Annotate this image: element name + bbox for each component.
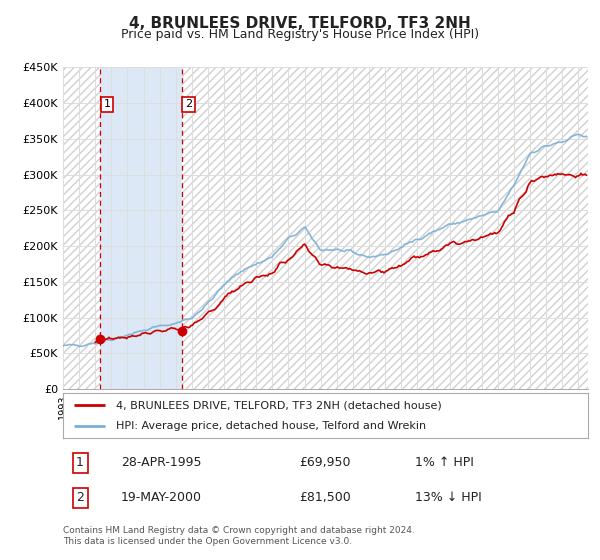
Bar [182,67,588,389]
Text: 4, BRUNLEES DRIVE, TELFORD, TF3 2NH (detached house): 4, BRUNLEES DRIVE, TELFORD, TF3 2NH (det… [115,400,441,410]
Text: This data is licensed under the Open Government Licence v3.0.: This data is licensed under the Open Gov… [63,538,352,547]
Text: £81,500: £81,500 [299,491,351,504]
Text: HPI: Average price, detached house, Telford and Wrekin: HPI: Average price, detached house, Telf… [115,421,425,431]
Text: Price paid vs. HM Land Registry's House Price Index (HPI): Price paid vs. HM Land Registry's House … [121,28,479,41]
Text: 28-APR-1995: 28-APR-1995 [121,456,201,469]
Text: 1: 1 [104,100,110,109]
Text: 1% ↑ HPI: 1% ↑ HPI [415,456,473,469]
Text: £69,950: £69,950 [299,456,351,469]
Text: 19-MAY-2000: 19-MAY-2000 [121,491,202,504]
Text: 13% ↓ HPI: 13% ↓ HPI [415,491,482,504]
Text: 4, BRUNLEES DRIVE, TELFORD, TF3 2NH: 4, BRUNLEES DRIVE, TELFORD, TF3 2NH [129,16,471,31]
Text: Contains HM Land Registry data © Crown copyright and database right 2024.: Contains HM Land Registry data © Crown c… [63,526,415,535]
Text: 2: 2 [185,100,192,109]
Bar [63,67,100,389]
Bar [100,67,182,389]
Text: 1: 1 [76,456,84,469]
Bar [63,67,100,389]
Text: 2: 2 [76,491,84,504]
Bar [182,67,588,389]
